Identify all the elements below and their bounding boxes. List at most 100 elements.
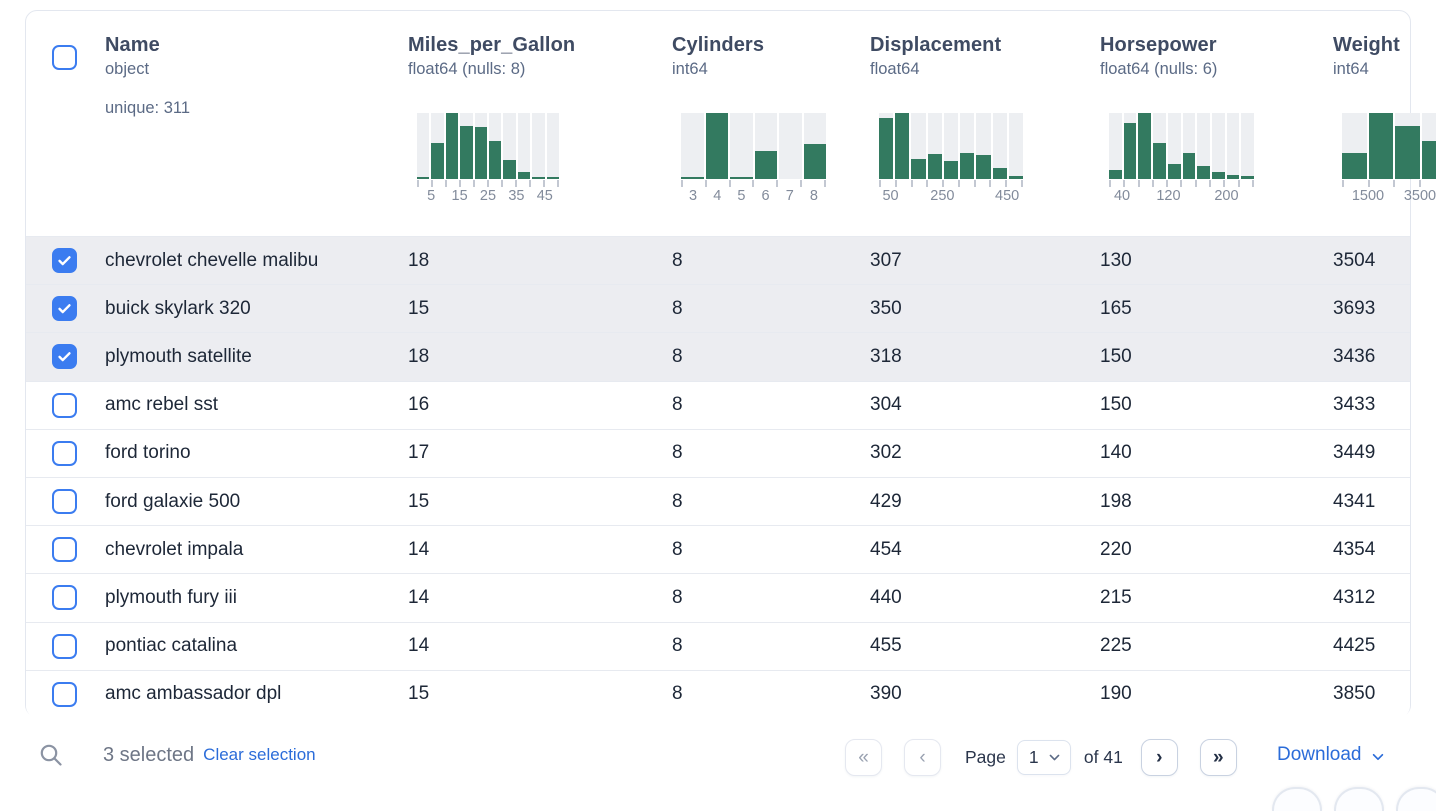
row-checkbox[interactable] — [52, 296, 77, 321]
page-count-label: of 41 — [1084, 747, 1123, 768]
cell-weight: 4312 — [1333, 587, 1410, 609]
histogram-plot — [879, 113, 1023, 179]
row-checkbox[interactable] — [52, 344, 77, 369]
histogram-slot — [1168, 113, 1181, 179]
prev-page-button[interactable]: ‹ — [904, 739, 941, 776]
tick-label: 45 — [537, 188, 553, 204]
cell-horsepower: 150 — [1100, 394, 1333, 416]
tick-mark — [459, 180, 461, 187]
tick-mark — [989, 180, 991, 187]
tick-mark — [681, 180, 683, 187]
row-checkbox-cell — [26, 537, 105, 562]
cell-weight: 3504 — [1333, 250, 1410, 272]
histogram-slot — [1241, 113, 1254, 179]
page-label: Page — [965, 747, 1006, 768]
tick-label: 6 — [761, 188, 769, 204]
row-checkbox[interactable] — [52, 489, 77, 514]
cell-weight: 3693 — [1333, 298, 1410, 320]
cell-weight: 4341 — [1333, 491, 1410, 513]
clear-selection-link[interactable]: Clear selection — [203, 745, 315, 765]
row-checkbox[interactable] — [52, 393, 77, 418]
histogram-ticks — [1109, 180, 1254, 187]
pagination: « ‹ Page 1 of 41 › » — [845, 739, 1237, 776]
histogram-bar — [489, 141, 501, 179]
tick-mark — [1238, 180, 1240, 187]
tick-label: 50 — [882, 188, 898, 204]
cell-name: chevrolet impala — [105, 539, 408, 561]
column-dtype: float64 — [870, 58, 1090, 80]
next-page-button[interactable]: › — [1141, 739, 1178, 776]
histogram-bar — [417, 177, 429, 179]
tick-label: 200 — [1214, 188, 1238, 204]
histogram-bar — [1369, 113, 1394, 179]
cell-displacement: 455 — [870, 635, 1100, 657]
column-dtype: int64 — [672, 58, 860, 80]
last-page-button[interactable]: » — [1200, 739, 1237, 776]
first-page-button[interactable]: « — [845, 739, 882, 776]
histogram-slot — [993, 113, 1007, 179]
cell-displacement: 318 — [870, 346, 1100, 368]
tick-mark — [1166, 180, 1168, 187]
download-button[interactable]: Download — [1277, 744, 1385, 766]
cell-horsepower: 220 — [1100, 539, 1333, 561]
histogram-bar — [911, 159, 925, 179]
tick-mark — [752, 180, 754, 187]
column-dtype: float64 (nulls: 8) — [408, 58, 662, 80]
histogram-slot — [1197, 113, 1210, 179]
search-icon[interactable] — [38, 742, 64, 768]
histogram-bar — [804, 144, 827, 179]
tick-mark — [515, 180, 517, 187]
cell-miles_per_gallon: 16 — [408, 394, 672, 416]
download-label: Download — [1277, 744, 1362, 766]
row-checkbox[interactable] — [52, 441, 77, 466]
row-checkbox[interactable] — [52, 248, 77, 273]
tick-mark — [776, 180, 778, 187]
cell-cylinders: 8 — [672, 587, 870, 609]
histogram-slot — [681, 113, 704, 179]
column-dtype: float64 (nulls: 6) — [1100, 58, 1323, 80]
tick-mark — [557, 180, 559, 187]
chevron-down-icon — [1048, 751, 1061, 764]
histogram-slot — [804, 113, 827, 179]
cell-name: amc ambassador dpl — [105, 683, 408, 705]
column-title: Displacement — [870, 33, 1090, 57]
row-checkbox[interactable] — [52, 537, 77, 562]
select-all-checkbox[interactable] — [52, 45, 77, 70]
row-checkbox[interactable] — [52, 682, 77, 707]
tick-mark — [1180, 180, 1182, 187]
histogram-slot — [1124, 113, 1137, 179]
row-checkbox[interactable] — [52, 585, 77, 610]
histogram-bar — [960, 153, 974, 179]
check-icon — [56, 348, 73, 365]
row-checkbox-cell — [26, 441, 105, 466]
row-checkbox[interactable] — [52, 634, 77, 659]
histogram-slot — [475, 113, 487, 179]
page-select-value: 1 — [1029, 747, 1039, 768]
page-select[interactable]: 1 — [1017, 740, 1071, 775]
cell-miles_per_gallon: 17 — [408, 442, 672, 464]
histogram-slot — [706, 113, 729, 179]
cell-horsepower: 130 — [1100, 250, 1333, 272]
histogram-slot — [460, 113, 472, 179]
tick-mark — [926, 180, 928, 187]
cell-miles_per_gallon: 14 — [408, 635, 672, 657]
